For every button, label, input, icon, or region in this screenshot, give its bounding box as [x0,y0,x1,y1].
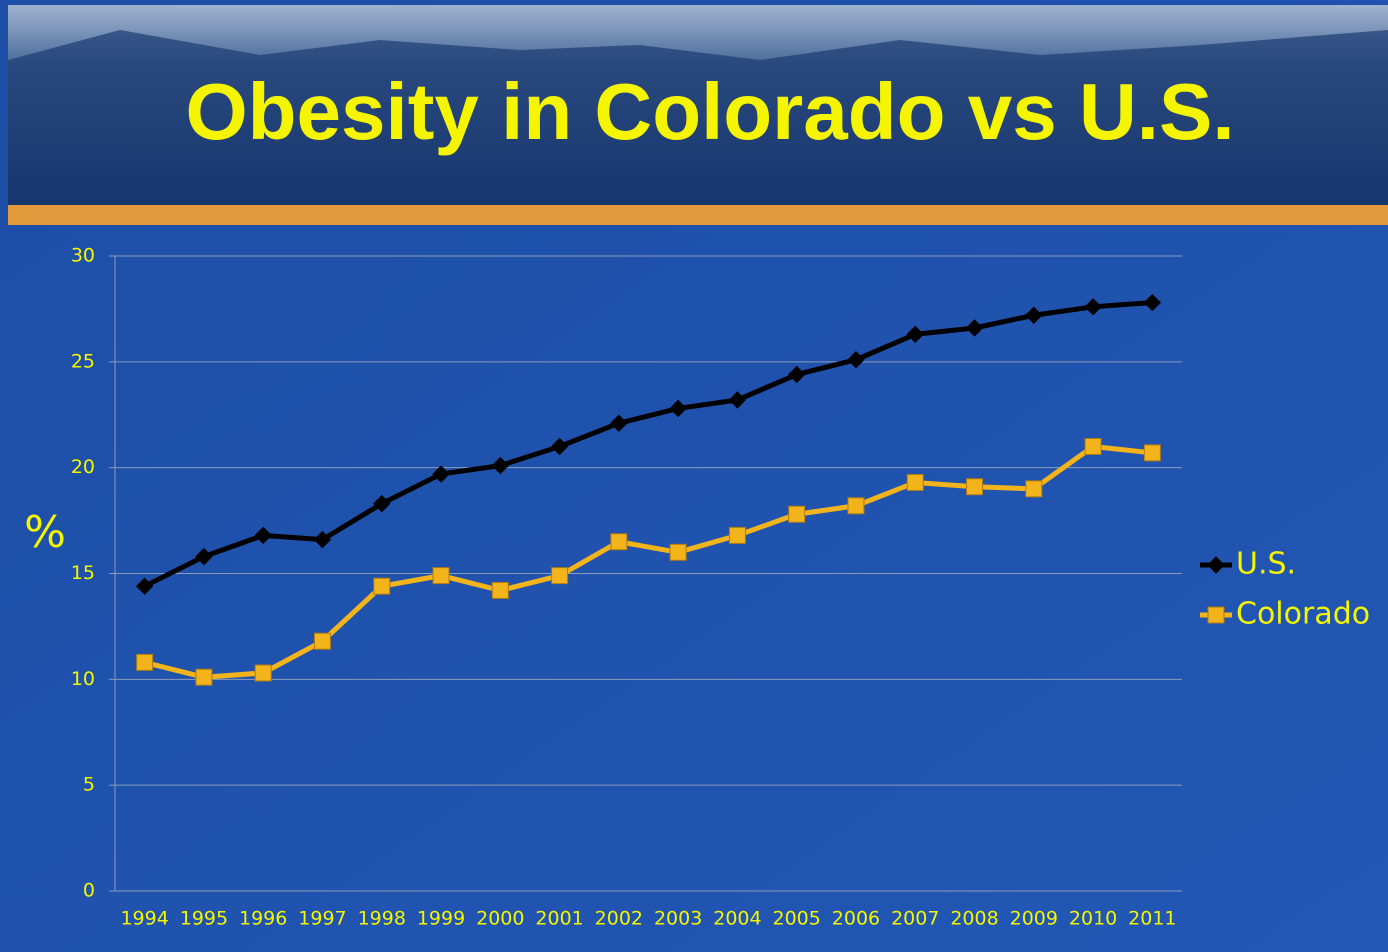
x-tick-label: 2001 [535,908,583,930]
x-tick-label: 2007 [891,908,939,930]
y-tick-label: 0 [83,880,95,902]
point [314,633,330,649]
x-tick-label: 2009 [1010,908,1058,930]
x-tick-label: 1996 [239,908,287,930]
point [1085,439,1101,455]
legend-marker [1208,607,1224,623]
point [729,527,745,543]
x-tick-label: 2008 [950,908,998,930]
point [848,498,864,514]
point [255,665,271,681]
x-tick-label: 2011 [1128,908,1176,930]
point [552,568,568,584]
y-axis-label: % [24,507,66,558]
page: Obesity in Colorado vs U.S. % 0 5 10 15 20 25… [0,0,1388,952]
y-tick-label: 15 [71,562,95,584]
x-tick-label: 2003 [654,908,702,930]
point [196,669,212,685]
x-tick-label: 2010 [1069,908,1117,930]
y-tick-label: 10 [71,668,95,690]
point [967,479,983,495]
point [137,654,153,670]
x-tick-label: 1995 [180,908,228,930]
point [789,506,805,522]
y-tick-label: 25 [71,350,95,372]
point [492,582,508,598]
point [374,578,390,594]
chart: Obesity in Colorado vs U.S. % 0 5 10 15 20 25… [0,0,1388,952]
legend-label: U.S. [1236,547,1296,582]
point [611,534,627,550]
y-tick-label: 20 [71,456,95,478]
x-tick-label: 2006 [832,908,880,930]
point [1144,445,1160,461]
x-tick-label: 1999 [417,908,465,930]
point [1026,481,1042,497]
y-tick-label: 5 [83,774,95,796]
legend-label: Colorado [1236,597,1370,632]
y-tick-label: 30 [71,245,95,267]
x-tick-label: 1994 [120,908,168,930]
point [907,474,923,490]
x-tick-label: 2004 [713,908,761,930]
point [433,568,449,584]
x-tick-label: 1997 [298,908,346,930]
point [670,544,686,560]
chart-title: Obesity in Colorado vs U.S. [185,67,1234,156]
x-tick-label: 2005 [773,908,821,930]
orange-bar [8,205,1388,225]
x-tick-label: 2002 [595,908,643,930]
x-tick-label: 2000 [476,908,524,930]
x-tick-label: 1998 [358,908,406,930]
